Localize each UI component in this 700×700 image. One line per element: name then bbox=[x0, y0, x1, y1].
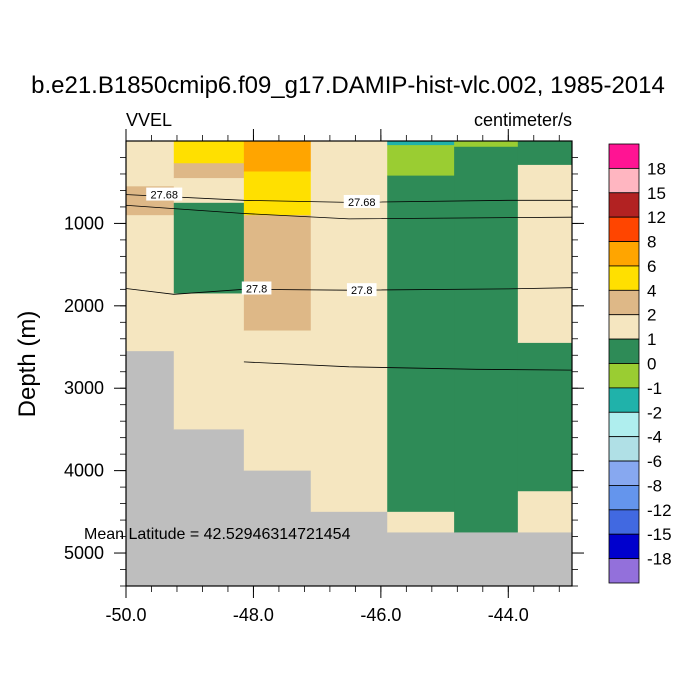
axis-ticks: -50.0 -48.0 -46.0 -44.0 1000 2000 3000 4000 5000 bbox=[64, 129, 584, 625]
y-tick-label: 4000 bbox=[64, 461, 104, 481]
velocity-cell bbox=[173, 202, 245, 294]
land-mask-cell bbox=[243, 470, 312, 587]
velocity-cell bbox=[126, 141, 175, 187]
units-label: centimeter/s bbox=[474, 110, 572, 130]
colorbar-label: -12 bbox=[647, 501, 672, 520]
colorbar-swatch bbox=[608, 314, 640, 340]
y-axis-label: Depth (m) bbox=[14, 311, 41, 418]
x-tick-label: -46.0 bbox=[360, 605, 401, 625]
colorbar-swatch bbox=[608, 363, 640, 389]
colorbar: 18 15 12 8 6 4 2 1 0 -1 -2 -4 -6 -8 -12 -15 -18 bbox=[608, 143, 672, 584]
velocity-cell bbox=[243, 171, 312, 216]
density-contour bbox=[125, 204, 573, 220]
colorbar-swatch bbox=[608, 387, 640, 413]
colorbar-label: 18 bbox=[647, 159, 666, 178]
density-contour bbox=[243, 361, 573, 371]
velocity-cell bbox=[243, 330, 312, 472]
contour-labels: 27.68 27.68 27.8 27.8 bbox=[146, 187, 380, 297]
colorbar-label: 12 bbox=[647, 208, 666, 227]
colorbar-label: 8 bbox=[647, 233, 656, 252]
colorbar-swatch bbox=[608, 460, 640, 486]
y-tick-label: 3000 bbox=[64, 378, 104, 398]
colorbar-swatch bbox=[608, 167, 640, 194]
colorbar-swatch bbox=[608, 436, 640, 462]
velocity-cell bbox=[387, 145, 455, 177]
velocity-cell bbox=[517, 342, 573, 492]
plot-frame bbox=[125, 140, 573, 587]
velocity-cell bbox=[173, 178, 245, 204]
velocity-cell bbox=[454, 146, 519, 533]
contour-label: 27.8 bbox=[246, 284, 267, 296]
velocity-cell bbox=[173, 293, 245, 430]
velocity-cell bbox=[387, 511, 455, 533]
velocity-cell bbox=[173, 163, 245, 179]
y-tick-label: 2000 bbox=[64, 296, 104, 316]
land-mask-cell bbox=[173, 429, 245, 587]
colorbar-swatch bbox=[608, 216, 640, 242]
colorbar-swatch bbox=[608, 509, 640, 535]
density-contour bbox=[125, 287, 573, 295]
velocity-cell bbox=[517, 164, 573, 344]
velocity-cell bbox=[243, 215, 312, 331]
colorbar-label: 0 bbox=[647, 355, 656, 374]
velocity-cell bbox=[517, 491, 573, 533]
contour-label: 27.68 bbox=[150, 190, 178, 202]
land-mask-cell bbox=[454, 532, 519, 587]
contour-label-bg bbox=[343, 194, 380, 208]
velocity-cell bbox=[126, 215, 175, 352]
colorbar-label: -8 bbox=[647, 476, 662, 495]
land-mask-cell bbox=[517, 532, 573, 587]
contour-lines bbox=[125, 194, 573, 371]
colorbar-label: 15 bbox=[647, 184, 666, 203]
contour-label-bg bbox=[346, 283, 377, 297]
colorbar-label: -2 bbox=[647, 403, 662, 422]
colorbar-swatch bbox=[608, 558, 640, 584]
colorbar-swatch bbox=[608, 411, 640, 438]
colorbar-label: -18 bbox=[647, 550, 672, 569]
colorbar-label: -4 bbox=[647, 428, 662, 447]
colorbar-swatch bbox=[608, 533, 640, 560]
colorbar-label: -1 bbox=[647, 379, 662, 398]
colorbar-swatch bbox=[608, 485, 640, 511]
colorbar-label: 4 bbox=[647, 281, 656, 300]
velocity-cell bbox=[173, 141, 245, 164]
contour-label: 27.8 bbox=[351, 285, 372, 297]
land-mask-cell bbox=[126, 351, 175, 587]
y-tick-label: 5000 bbox=[64, 543, 104, 563]
colorbar-label: -6 bbox=[647, 452, 662, 471]
colorbar-label: 1 bbox=[647, 330, 656, 349]
x-tick-label: -48.0 bbox=[233, 605, 274, 625]
velocity-cell bbox=[243, 141, 312, 172]
x-tick-label: -44.0 bbox=[488, 605, 529, 625]
colorbar-label: 6 bbox=[647, 257, 656, 276]
chart-title: b.e21.B1850cmip6.f09_g17.DAMIP-hist-vlc.… bbox=[31, 72, 665, 99]
colorbar-swatch bbox=[608, 289, 640, 316]
x-tick-label: -50.0 bbox=[105, 605, 146, 625]
velocity-cell bbox=[454, 141, 519, 148]
colorbar-swatch bbox=[608, 192, 640, 218]
colorbar-swatch bbox=[608, 265, 640, 291]
velocity-cell bbox=[387, 141, 455, 146]
colorbar-swatch bbox=[608, 241, 640, 267]
y-tick-label: 1000 bbox=[64, 213, 104, 233]
colorbar-label: -15 bbox=[647, 525, 672, 544]
velocity-cell bbox=[517, 141, 573, 166]
colorbar-swatch bbox=[608, 143, 640, 169]
mean-latitude-annotation: Mean Latitude = 42.52946314721454 bbox=[84, 526, 351, 543]
colorbar-swatch bbox=[608, 338, 640, 364]
colorbar-label: 2 bbox=[647, 306, 656, 325]
contour-label-bg bbox=[241, 281, 272, 295]
velocity-cell bbox=[387, 175, 455, 513]
land-mask-cell bbox=[387, 532, 455, 587]
contour-label: 27.68 bbox=[348, 197, 376, 209]
contour-label-bg bbox=[146, 187, 183, 201]
variable-label: VVEL bbox=[126, 110, 172, 130]
land-mask-cell bbox=[310, 511, 388, 587]
